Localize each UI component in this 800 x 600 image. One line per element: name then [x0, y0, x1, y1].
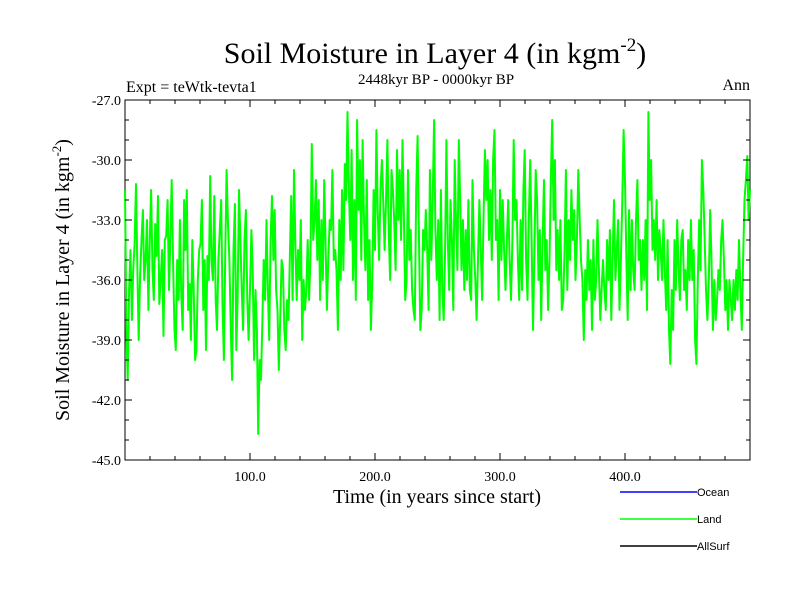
y-tick-label: -42.0: [92, 394, 121, 409]
y-axis: -27.0 -30.0 -33.0 -36.0 -39.0 -42.0 -45.0: [92, 94, 750, 469]
chart-title: Soil Moisture in Layer 4 (in kgm-2): [224, 35, 646, 70]
y-tick-label: -27.0: [92, 94, 121, 109]
x-tick-label: 400.0: [609, 470, 641, 485]
x-axis-title: Time (in years since start): [333, 486, 541, 508]
chart-title-close: ): [636, 37, 646, 70]
y-tick-label: -30.0: [92, 154, 121, 169]
experiment-label: Expt = teWtk-tevta1: [126, 79, 257, 96]
x-tick-label: 300.0: [484, 470, 516, 485]
series-line-land: [124, 111, 751, 435]
chart-title-superscript: -2: [620, 35, 636, 56]
x-tick-label: 100.0: [234, 470, 266, 485]
chart-title-main: Soil Moisture in Layer 4 (in kgm: [224, 37, 621, 70]
legend-label-allsurf: AllSurf: [697, 541, 730, 553]
y-axis-title-main: Soil Moisture in Layer 4 (in kgm: [52, 156, 74, 421]
x-tick-label: 200.0: [359, 470, 391, 485]
y-tick-label: -36.0: [92, 274, 121, 289]
y-tick-label: -39.0: [92, 334, 121, 349]
legend: Ocean Land AllSurf: [620, 487, 730, 553]
y-axis-title: Soil Moisture in Layer 4 (in kgm-2): [49, 139, 74, 421]
chart-subtitle: 2448kyr BP - 0000kyr BP: [358, 72, 514, 88]
legend-label-ocean: Ocean: [697, 487, 729, 499]
season-label: Ann: [722, 77, 750, 94]
y-axis-title-close: ): [52, 139, 74, 146]
legend-label-land: Land: [697, 514, 721, 526]
x-axis: 100.0 200.0 300.0 400.0: [149, 100, 726, 485]
y-tick-label: -45.0: [92, 454, 121, 469]
y-tick-label: -33.0: [92, 214, 121, 229]
y-axis-title-superscript: -2: [49, 146, 64, 157]
